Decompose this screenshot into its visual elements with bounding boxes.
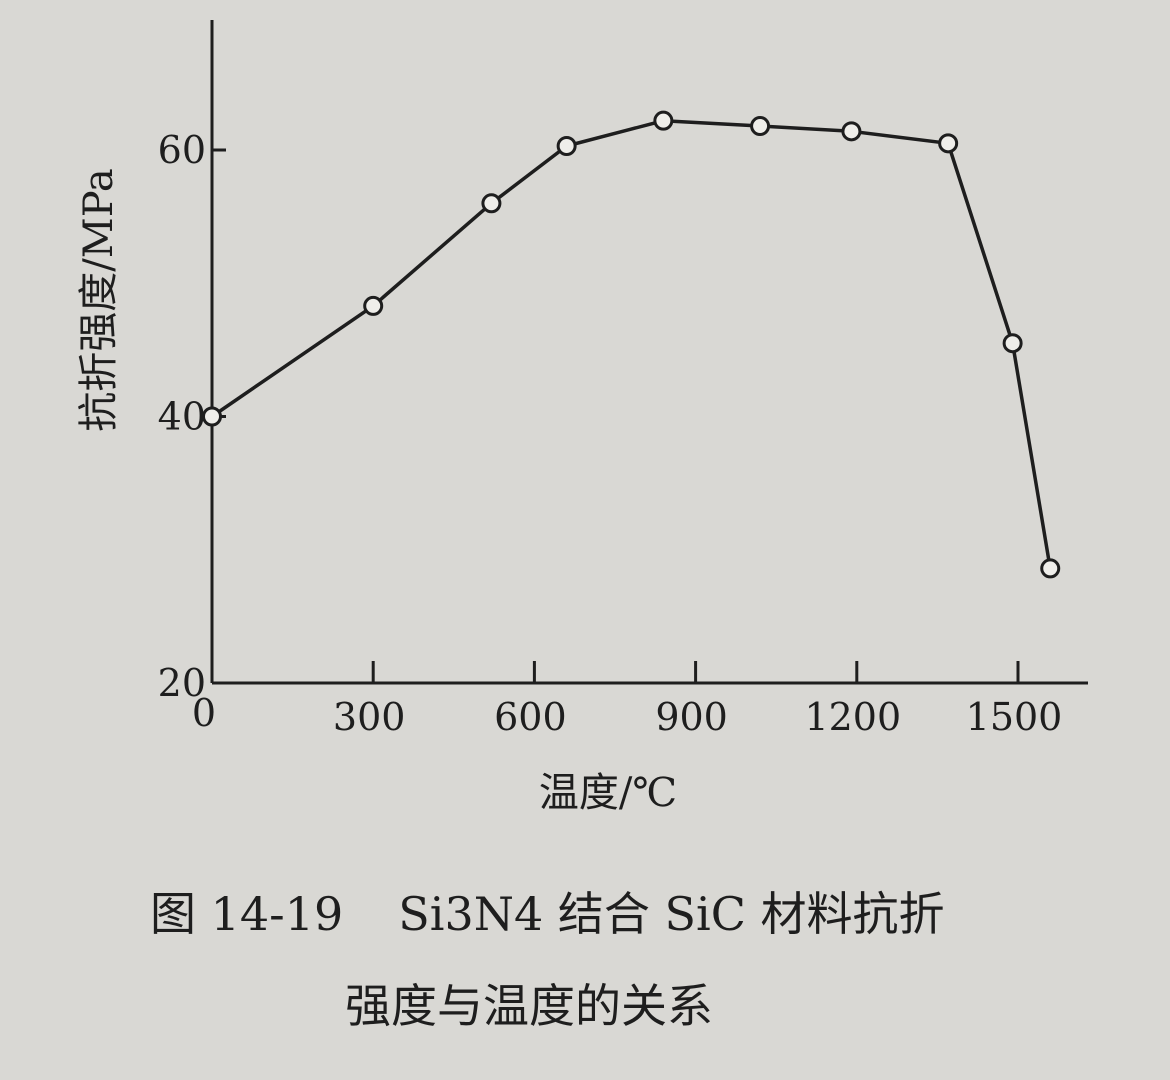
figure-caption-line-2: 强度与温度的关系	[345, 979, 713, 1033]
data-point	[481, 193, 502, 214]
data-point	[1002, 333, 1023, 354]
x-tick-label: 600	[494, 695, 567, 739]
data-point	[841, 121, 862, 142]
y-tick-label: 60	[158, 128, 206, 172]
data-point	[363, 295, 384, 316]
data-point	[202, 406, 222, 427]
x-tick-label: 1500	[966, 695, 1063, 739]
data-point	[750, 116, 771, 137]
x-tick-label: 300	[333, 695, 406, 739]
x-tick-label: 900	[655, 695, 728, 739]
y-tick-label: 40	[158, 395, 206, 439]
figure-title-line-1: Si3N4 结合 SiC 材料抗折	[398, 887, 945, 941]
data-point	[1040, 558, 1061, 579]
x-axis-label: 温度/℃	[539, 770, 677, 816]
figure-caption-line-1: 图 14-19 Si3N4 结合 SiC 材料抗折	[150, 878, 1170, 944]
data-point	[653, 110, 674, 131]
y-axis-label: 抗折强度/MPa	[76, 168, 122, 431]
x-origin-label: 0	[192, 691, 216, 735]
x-tick-label: 1200	[804, 695, 901, 739]
figure-number: 图 14-19	[150, 887, 344, 941]
y-tick-label: 20	[158, 661, 206, 705]
data-point	[938, 133, 959, 154]
series-line	[211, 118, 1052, 569]
data-point	[556, 136, 577, 157]
